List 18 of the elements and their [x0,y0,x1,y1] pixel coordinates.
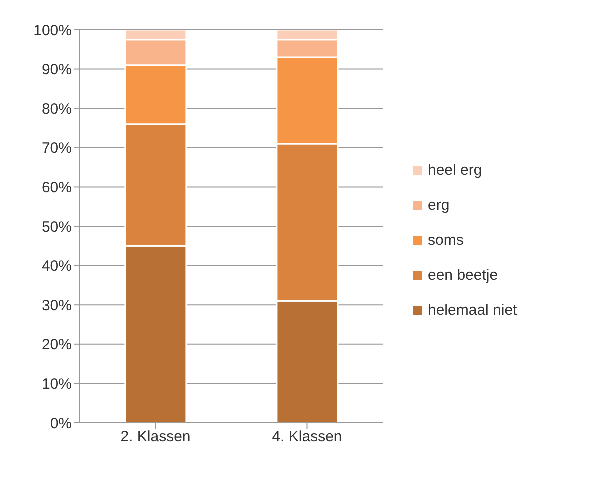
y-tick-label: 20% [42,336,72,354]
y-tick-label: 30% [42,297,72,314]
y-tick-label: 60% [42,180,72,197]
legend-label: soms [428,232,464,249]
x-tick-label: 4. Klassen [272,428,342,446]
y-tick-label: 0% [50,415,72,432]
y-tick-label: 80% [42,100,72,118]
x-tick-label: 2. Klassen [120,428,191,446]
legend-label: een beetje [428,267,498,284]
y-tick-label: 50% [42,218,72,236]
y-tick-label: 40% [42,258,72,276]
legend-label: erg [428,197,450,214]
y-tick-label: 90% [42,62,72,79]
legend-label: helemaal niet [428,302,518,319]
y-tick-label: 10% [42,376,72,394]
y-tick-label: 70% [42,140,72,158]
y-tick-label: 100% [34,22,72,40]
legend-label: heel erg [428,162,482,179]
